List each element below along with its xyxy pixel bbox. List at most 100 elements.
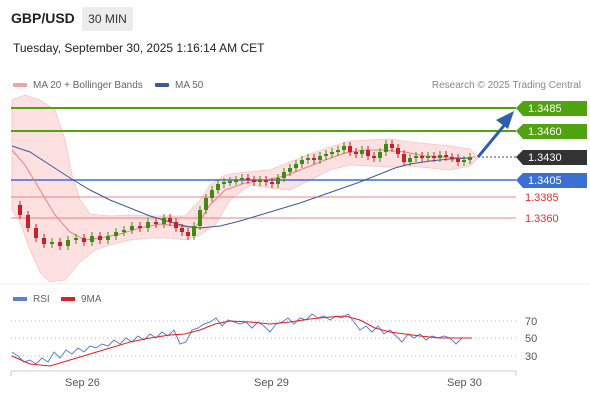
- candle-body: [240, 178, 244, 180]
- candle-body: [98, 236, 102, 240]
- level-tag-2-text: 1.3460: [528, 126, 562, 138]
- level-tag-1-text: 1.3485: [528, 103, 562, 115]
- candle-body: [74, 238, 78, 240]
- candle-body: [154, 222, 158, 224]
- rsi-level-50-label: 50: [525, 333, 537, 345]
- rsi-level-30-label: 30: [525, 351, 537, 363]
- candle-body: [114, 232, 118, 236]
- forecast-arrow-icon: [496, 111, 514, 129]
- last-price-tag: 1.3430: [516, 150, 587, 165]
- candle-body: [198, 210, 202, 226]
- forecast-arrow-line: [476, 121, 509, 158]
- candle-body: [162, 218, 166, 224]
- rsi-legend-label: RSI: [33, 294, 50, 305]
- candle-body: [282, 172, 286, 178]
- candle-body: [438, 155, 442, 158]
- candle-body: [228, 181, 232, 183]
- candle-body: [450, 157, 454, 159]
- candle-body: [246, 178, 250, 180]
- candle-body: [192, 226, 196, 236]
- candle-body: [300, 160, 304, 164]
- candle-body: [130, 226, 134, 230]
- candle-body: [462, 160, 466, 162]
- candle-body: [312, 158, 316, 160]
- candle-body: [294, 164, 298, 168]
- candle-body: [106, 236, 110, 240]
- candle-body: [270, 182, 274, 184]
- candle-body: [426, 156, 430, 158]
- x-axis-label-3: Sep 30: [447, 377, 482, 389]
- candle-body: [82, 238, 86, 242]
- candle-body: [366, 150, 370, 156]
- level-tag-2: 1.3460: [516, 124, 587, 139]
- candle-body: [90, 236, 94, 242]
- chart-datetime: Tuesday, September 30, 2025 1:16:14 AM C…: [13, 41, 265, 55]
- candle-body: [390, 144, 394, 148]
- ma50-line: [11, 145, 471, 229]
- candle-body: [378, 152, 382, 158]
- candle-body: [288, 168, 292, 172]
- candle-body: [324, 154, 328, 156]
- candle-body: [50, 242, 54, 244]
- timeframe-badge[interactable]: 30 MIN: [82, 7, 133, 31]
- candle-body: [42, 238, 46, 244]
- ma50-swatch-icon: [155, 83, 169, 88]
- last-price-text: 1.3430: [528, 152, 562, 164]
- candle-body: [444, 155, 448, 157]
- legend-ma20-label: MA 20 + Bollinger Bands: [33, 80, 143, 91]
- candle-body: [336, 150, 340, 152]
- candle-body: [396, 148, 400, 154]
- candle-body: [306, 158, 310, 160]
- candlestick-series: [18, 140, 472, 250]
- candle-body: [372, 156, 376, 158]
- candle-body: [204, 198, 208, 210]
- level-tag-1: 1.3485: [516, 101, 587, 116]
- candle-body: [276, 178, 280, 184]
- candle-body: [138, 226, 142, 228]
- candle-body: [432, 156, 436, 158]
- rsi-level-70-label: 70: [525, 316, 537, 328]
- candle-body: [180, 228, 184, 232]
- candle-body: [168, 218, 172, 222]
- ma20-swatch-icon: [13, 83, 27, 88]
- candle-body: [360, 150, 364, 154]
- rsi-swatch-icon: [13, 297, 27, 301]
- candle-body: [264, 180, 268, 182]
- candle-body: [234, 180, 238, 182]
- bollinger-band: [11, 94, 479, 283]
- candle-body: [146, 222, 150, 228]
- candle-body: [420, 156, 424, 158]
- candle-body: [26, 215, 30, 228]
- candle-body: [210, 190, 214, 198]
- candle-body: [456, 158, 460, 162]
- candle-body: [330, 152, 334, 154]
- candle-body: [122, 230, 126, 232]
- support-tag-1-text: 1.3385: [525, 192, 559, 204]
- candle-body: [66, 240, 70, 246]
- candle-body: [34, 228, 38, 238]
- rsi-ma-swatch-icon: [61, 297, 75, 301]
- candle-body: [58, 242, 62, 246]
- candle-body: [318, 156, 322, 160]
- candle-body: [354, 152, 358, 154]
- rsi-ma-legend-label: 9MA: [81, 294, 102, 305]
- pivot-tag-text: 1.3405: [528, 175, 562, 187]
- chart-header: GBP/USD 30 MIN: [0, 0, 590, 36]
- rsi-line: [11, 313, 472, 365]
- candle-body: [468, 157, 472, 160]
- candle-body: [18, 205, 22, 215]
- candle-body: [252, 180, 256, 182]
- candle-body: [222, 182, 226, 184]
- candle-body: [408, 158, 412, 162]
- candle-body: [186, 232, 190, 236]
- legend-ma50-label: MA 50: [175, 80, 204, 91]
- pivot-tag: 1.3405: [516, 173, 587, 188]
- legend-ma20: MA 20 + Bollinger Bands: [13, 80, 143, 91]
- support-tag-2-text: 1.3360: [525, 213, 559, 225]
- rsi-ma-line: [11, 315, 472, 367]
- x-axis-label-2: Sep 29: [254, 377, 289, 389]
- candle-body: [384, 144, 388, 152]
- candle-body: [216, 184, 220, 190]
- candle-body: [348, 146, 352, 152]
